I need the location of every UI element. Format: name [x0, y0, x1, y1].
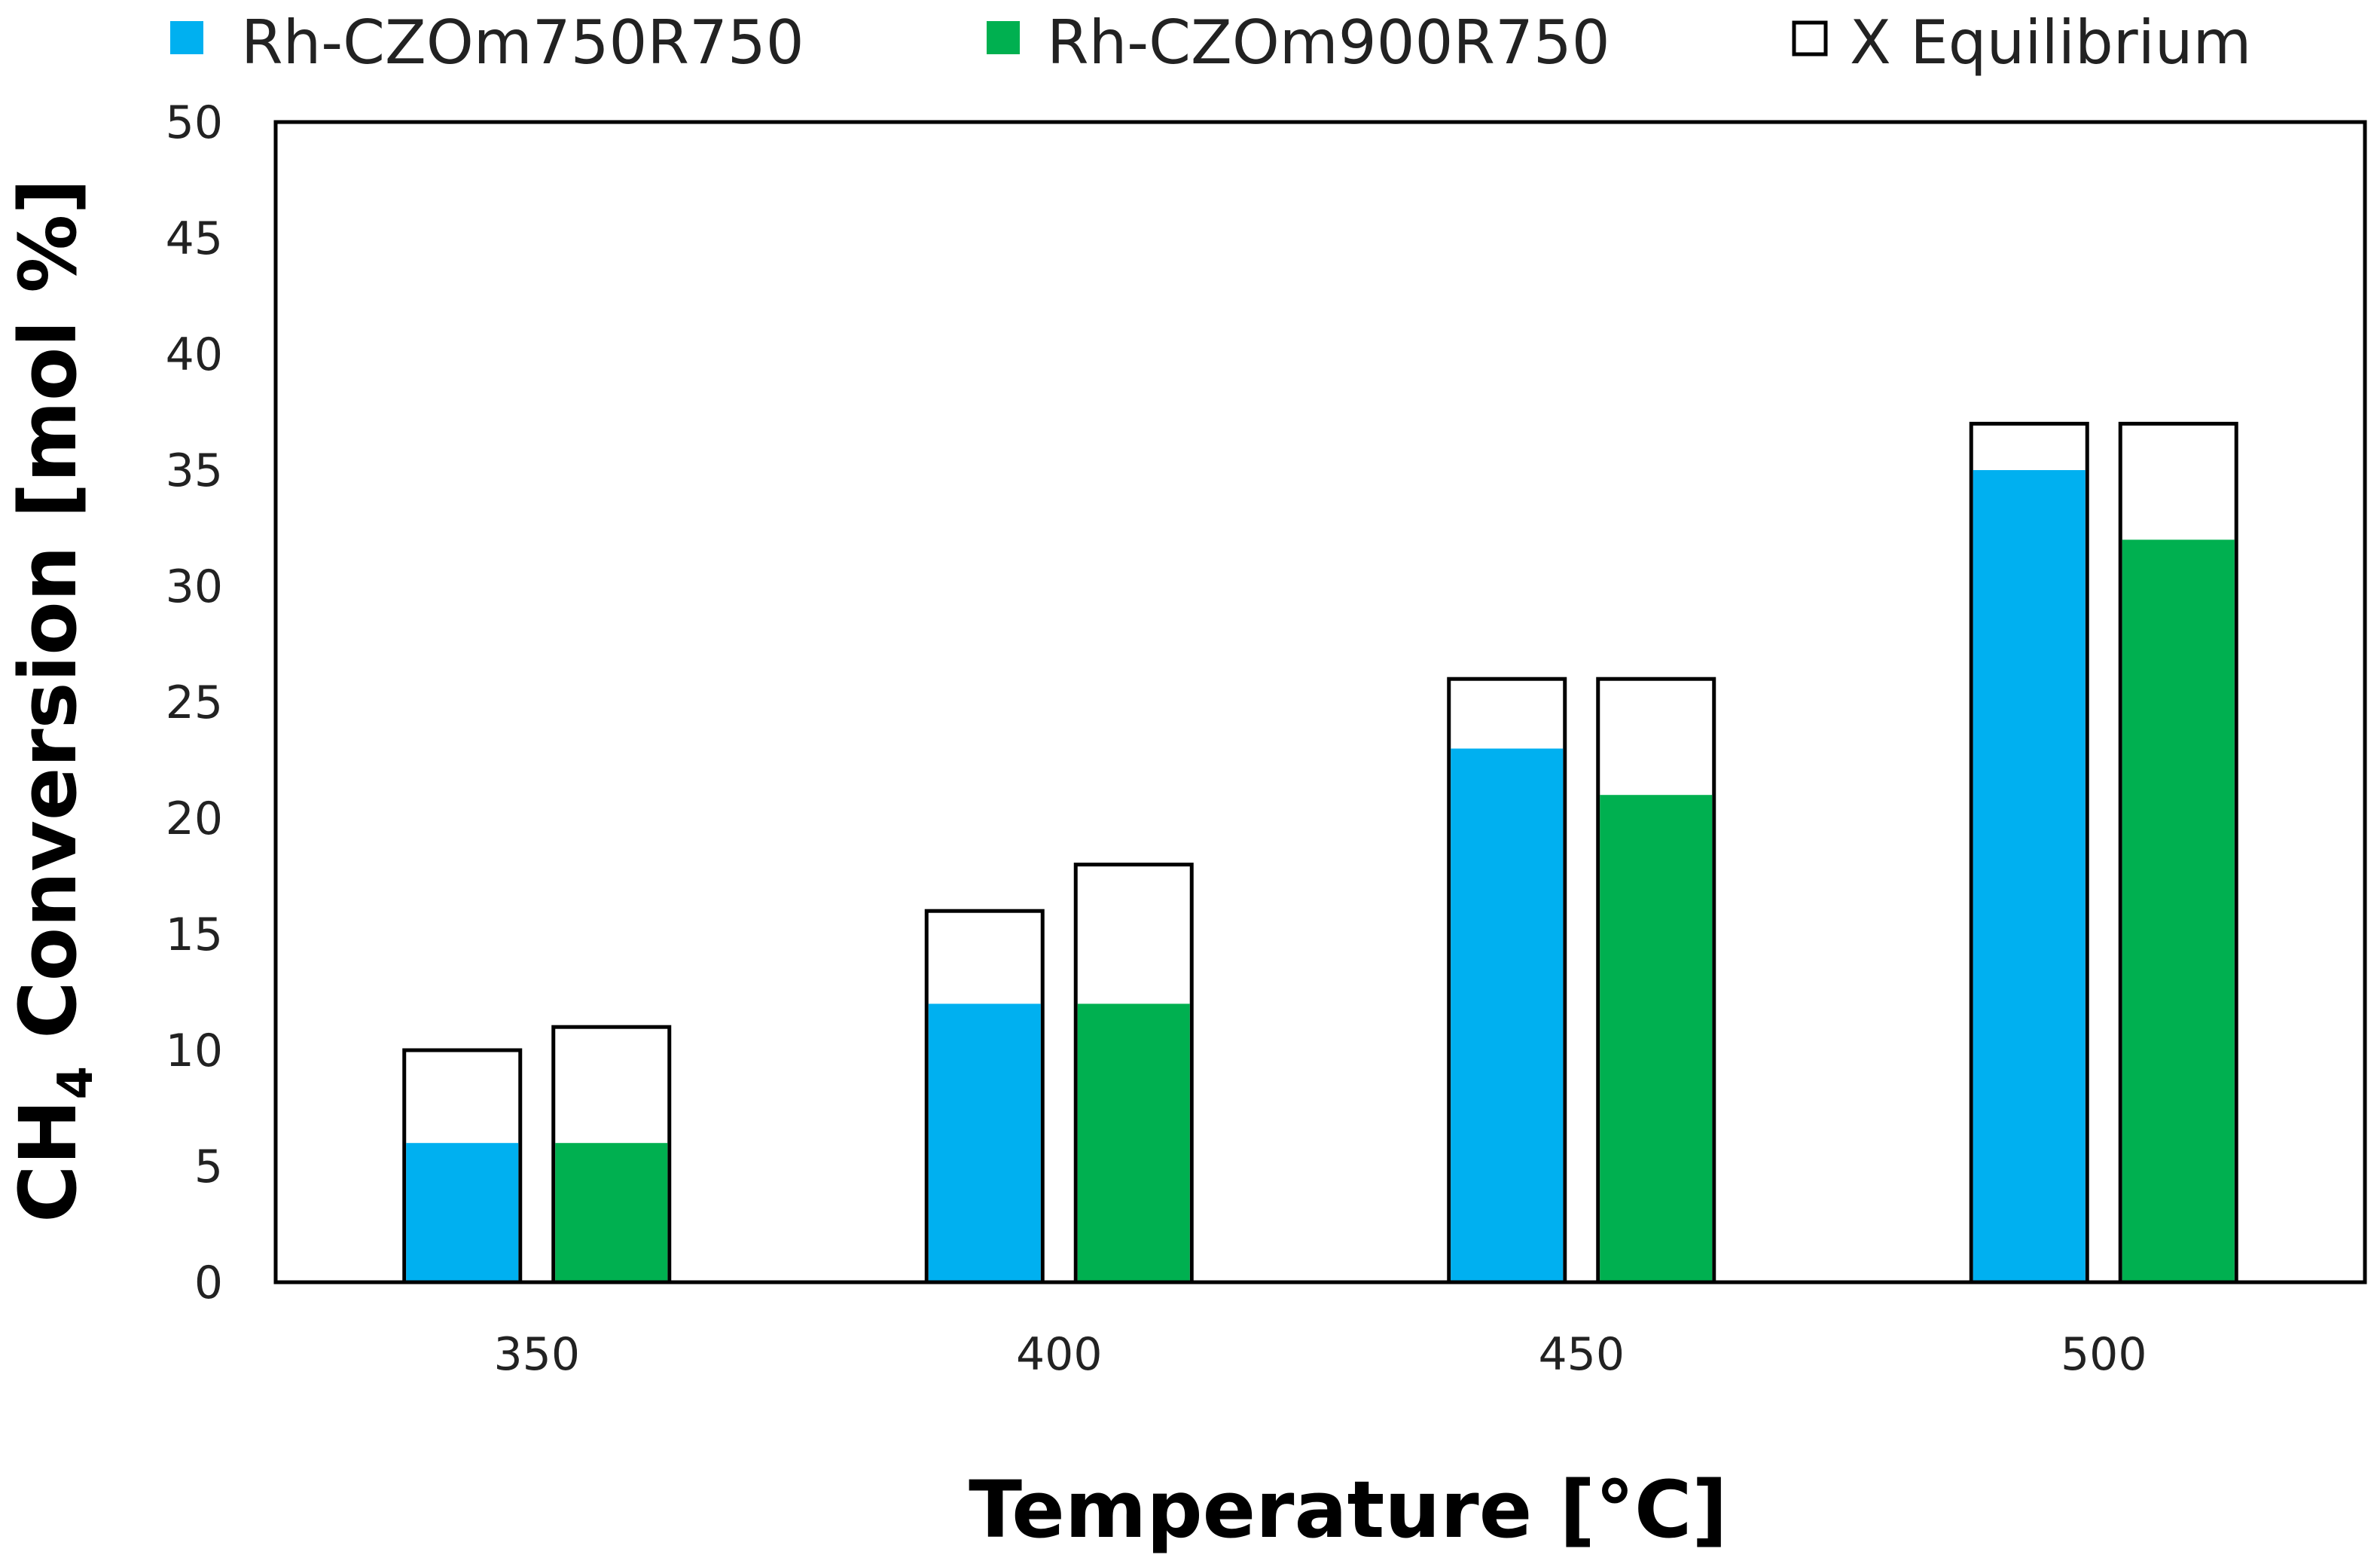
y-axis-title-suffix: Conversion [mol %]: [2, 179, 94, 1066]
x-axis-ticks: 350 400 450 500: [493, 1328, 2147, 1381]
y-tick-label-15: 15: [166, 909, 223, 961]
y-tick-label-5: 5: [194, 1141, 223, 1193]
y-tick-label-40: 40: [166, 328, 223, 381]
bar-s1-350: [406, 1143, 519, 1282]
x-tick-label-450: 450: [1538, 1328, 1625, 1381]
bar-s2-350: [555, 1143, 668, 1282]
x-tick-label-500: 500: [2061, 1328, 2147, 1381]
y-tick-label-25: 25: [166, 677, 223, 729]
x-tick-label-400: 400: [1016, 1328, 1103, 1381]
bar-s2-400: [1077, 1003, 1190, 1282]
y-tick-label-0: 0: [194, 1257, 223, 1309]
bar-s2-500: [2122, 539, 2235, 1282]
bars: [402, 421, 2238, 1284]
bar-s1-450: [1451, 748, 1564, 1282]
legend-label-series-1: Rh-CZOm750R750: [241, 8, 804, 78]
legend-swatch-equilibrium: [1792, 20, 1828, 57]
y-tick-label-35: 35: [166, 444, 223, 497]
y-tick-label-20: 20: [166, 793, 223, 845]
y-tick-label-45: 45: [166, 212, 223, 265]
y-tick-label-30: 30: [166, 561, 223, 613]
y-axis-ticks: 0 5 10 15 20 25 30 35 40 45 50: [166, 96, 223, 1309]
legend-label-equilibrium: X Equilibrium: [1850, 8, 2251, 78]
y-tick-label-50: 50: [166, 96, 223, 149]
y-axis-title-prefix: CH: [2, 1099, 94, 1222]
y-tick-label-10: 10: [166, 1025, 223, 1077]
bar-s2-450: [1600, 795, 1713, 1282]
y-axis-title-subscript: 4: [48, 1066, 104, 1100]
x-axis-title: Temperature [°C]: [969, 1464, 1728, 1556]
bar-s1-400: [928, 1003, 1041, 1282]
plot-frame: [273, 120, 2367, 1284]
legend-swatch-series-2: [987, 21, 1020, 54]
x-tick-label-350: 350: [493, 1328, 580, 1381]
legend: Rh-CZOm750R750 Rh-CZOm900R750 X Equilibr…: [170, 8, 2251, 78]
bar-s1-500: [1973, 470, 2086, 1282]
legend-swatch-series-1: [170, 21, 203, 54]
legend-label-series-2: Rh-CZOm900R750: [1047, 8, 1610, 78]
y-axis-title: CH4 Conversion [mol %]: [2, 179, 104, 1223]
